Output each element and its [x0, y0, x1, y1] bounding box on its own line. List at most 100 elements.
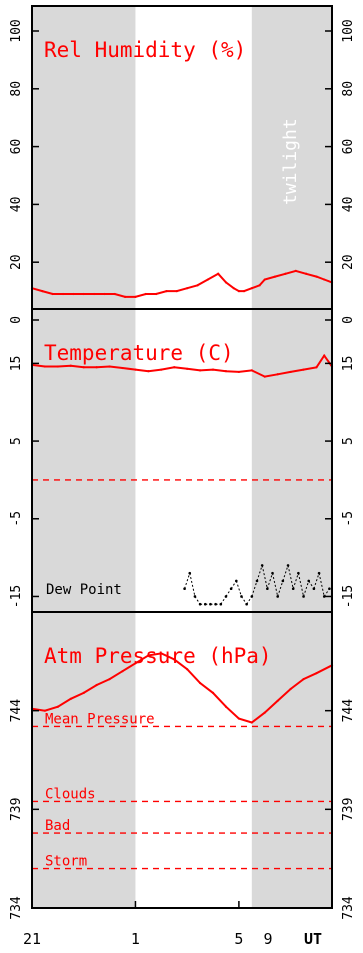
data-point-2-11 [173, 658, 176, 661]
ytick-label-left-1-2: 5 [9, 437, 24, 445]
reference-label-2-3: Storm [45, 854, 87, 870]
ytick-label-right-2-1: 739 [341, 798, 356, 821]
ytick-label-right-0-5: 100 [341, 19, 356, 42]
data-point-2-4 [82, 691, 85, 695]
dew-point-segment-13 [251, 580, 258, 597]
data-point-1-3 [69, 364, 72, 367]
data-point-2-19 [276, 699, 279, 702]
humidity-title: Rel Humidity (%) [44, 38, 246, 62]
data-point-1-6 [108, 365, 111, 368]
data-point-0-6 [92, 292, 96, 296]
ytick-label-right-1-0: -15 [341, 585, 356, 608]
data-point-0-27 [284, 272, 287, 275]
dew-point-segment-1 [189, 573, 196, 597]
data-point-1-4 [82, 366, 85, 369]
ytick-label-left-2-2: 744 [9, 699, 24, 723]
ytick-label-left-2-0: 734 [9, 896, 24, 920]
data-point-2-13 [199, 681, 202, 685]
data-point-0-31 [323, 278, 326, 281]
ytick-label-right-1-2: 5 [341, 437, 356, 445]
panel-frames [31, 5, 333, 909]
data-point-0-4 [72, 292, 75, 296]
data-point-2-2 [56, 705, 59, 708]
xtick-label-3: 9 [263, 930, 272, 948]
data-point-0-12 [155, 292, 158, 296]
ytick-label-left-0-2: 40 [9, 197, 24, 213]
panel-labels: Mean Pressure Clouds Bad Storm [45, 711, 155, 869]
xtick-label-2: 5 [234, 930, 243, 948]
ytick-label-left-1-3: 15 [9, 356, 24, 372]
data-point-0-17 [206, 278, 209, 281]
shaded-region-0 [32, 6, 136, 908]
data-point-2-1 [43, 709, 47, 712]
dew-point-segment-23 [303, 580, 310, 597]
ytick-label-right-0-2: 40 [341, 197, 356, 213]
data-point-0-29 [305, 272, 308, 275]
dew-point-segment-21 [292, 572, 299, 589]
dew-point-segment-9 [230, 580, 237, 589]
data-point-2-3 [69, 697, 72, 700]
xtick-label-0: 21 [23, 930, 41, 948]
data-point-1-12 [186, 367, 189, 370]
ytick-label-left-1-0: -15 [9, 585, 24, 608]
ytick-label-left-0-0: 0 [9, 316, 24, 324]
dew-point-segment-14 [256, 565, 263, 582]
data-point-1-14 [211, 368, 215, 371]
data-point-1-17 [250, 369, 253, 372]
ytick-label-left-0-5: 100 [9, 19, 24, 42]
dew-point-segment-24 [308, 580, 315, 589]
data-point-1-21 [302, 368, 305, 371]
data-point-0-22 [242, 290, 246, 293]
ytick-label-left-0-3: 60 [9, 139, 24, 155]
data-point-1-8 [134, 368, 137, 371]
dew-point-mark-28 [328, 587, 331, 590]
ytick-label-left-0-1: 20 [9, 254, 24, 270]
data-point-0-16 [196, 284, 199, 287]
dew-point-segment-7 [220, 596, 227, 605]
data-series [30, 269, 334, 724]
temperature-title: Temperature (C) [44, 341, 234, 365]
data-point-1-5 [95, 366, 98, 369]
data-point-0-2 [51, 292, 54, 296]
dew-point-segment-8 [225, 588, 232, 597]
ytick-label-left-1-1: -5 [9, 511, 24, 527]
data-point-0-23 [250, 287, 253, 290]
data-point-0-9 [124, 295, 127, 298]
data-point-1-9 [147, 370, 150, 373]
data-point-1-10 [160, 368, 163, 371]
data-point-2-20 [289, 687, 292, 691]
data-point-2-15 [224, 705, 228, 708]
ytick-label-right-1-1: -5 [341, 511, 356, 527]
data-point-2-17 [250, 721, 253, 724]
shaded-region-1 [251, 6, 332, 908]
data-point-1-18 [263, 375, 266, 378]
data-point-2-21 [302, 677, 305, 681]
data-point-0-19 [224, 281, 228, 284]
data-point-0-18 [217, 272, 220, 275]
dew-point-segment-25 [313, 572, 320, 589]
dew-point-segment-18 [277, 580, 284, 597]
data-point-1-20 [289, 370, 292, 374]
data-point-1-16 [237, 370, 240, 374]
data-point-2-14 [211, 691, 215, 695]
data-point-0-10 [134, 295, 137, 298]
ytick-label-right-1-3: 15 [341, 356, 356, 372]
dew-point-segment-16 [266, 572, 273, 589]
data-point-0-30 [315, 275, 318, 278]
data-point-0-20 [232, 287, 235, 290]
x-axis-unit: UT [304, 930, 322, 948]
data-point-0-15 [186, 287, 189, 290]
xtick-label-1: 1 [131, 930, 140, 948]
data-point-0-25 [263, 278, 266, 281]
data-point-2-12 [186, 668, 189, 671]
data-point-1-23 [323, 354, 326, 357]
data-point-1-7 [121, 366, 124, 370]
data-point-0-28 [294, 269, 297, 272]
data-point-0-11 [144, 292, 147, 296]
data-point-1-19 [276, 373, 279, 376]
twilight-label: twilight [280, 118, 301, 205]
reference-lines [32, 479, 332, 870]
data-point-1-15 [224, 370, 228, 373]
ytick-label-right-0-4: 80 [341, 81, 356, 97]
